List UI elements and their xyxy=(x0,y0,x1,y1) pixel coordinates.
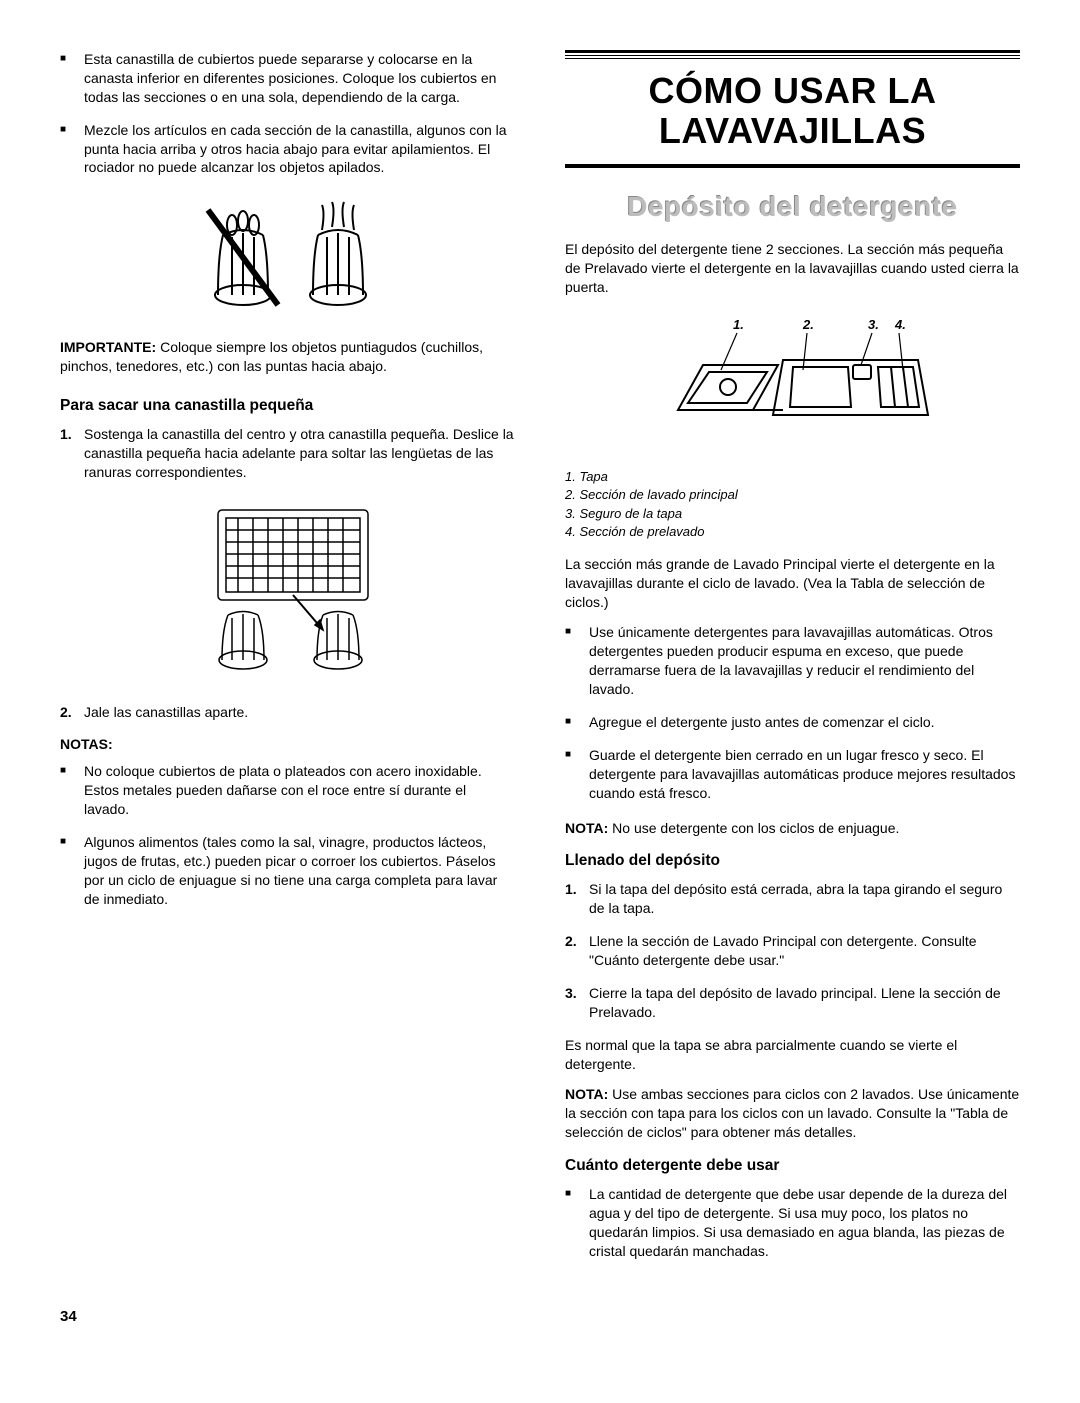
bullets-cuanto: La cantidad de detergente que debe usar … xyxy=(565,1185,1020,1261)
figure-legend: 1. Tapa 2. Sección de lavado principal 3… xyxy=(565,468,1020,541)
heading-sacar: Para sacar una canastilla pequeña xyxy=(60,396,515,417)
legend-item: 4. Sección de prelavado xyxy=(565,523,1020,541)
legend-item: 1. Tapa xyxy=(565,468,1020,486)
nota-label: NOTA: xyxy=(565,820,608,836)
heading-cuanto: Cuánto detergente debe usar xyxy=(565,1156,1020,1177)
bullet-item: Guarde el detergente bien cerrado en un … xyxy=(565,746,1020,803)
fig-num-4: 4. xyxy=(894,317,906,332)
para-normal: Es normal que la tapa se abra parcialmen… xyxy=(565,1036,1020,1074)
nota-label: NOTA: xyxy=(565,1086,608,1102)
main-title-line1: CÓMO USAR LA xyxy=(565,71,1020,111)
heading-llenado: Llenado del depósito xyxy=(565,851,1020,872)
utensil-figure xyxy=(60,195,515,320)
bullet-item: Agregue el detergente justo antes de com… xyxy=(565,713,1020,732)
legend-item: 3. Seguro de la tapa xyxy=(565,505,1020,523)
mid-bullets: Use únicamente detergentes para lavavaji… xyxy=(565,623,1020,802)
para-seccion-grande: La sección más grande de Lavado Principa… xyxy=(565,555,1020,612)
bullet-item: La cantidad de detergente que debe usar … xyxy=(565,1185,1020,1261)
top-rule xyxy=(565,50,1020,53)
importante-note: IMPORTANTE: Coloque siempre los objetos … xyxy=(60,338,515,376)
step-item: Si la tapa del depósito está cerrada, ab… xyxy=(565,880,1020,918)
legend-item: 2. Sección de lavado principal xyxy=(565,486,1020,504)
basket-remove-icon xyxy=(178,500,398,680)
utensil-basket-icon xyxy=(188,195,388,315)
main-title-line2: LAVAVAJILLAS xyxy=(565,111,1020,151)
bullet-item: Esta canastilla de cubiertos puede separ… xyxy=(60,50,515,107)
top-bullet-list: Esta canastilla de cubiertos puede separ… xyxy=(60,50,515,177)
nota-1: NOTA: No use detergente con los ciclos d… xyxy=(565,819,1020,838)
bullet-item: No coloque cubiertos de plata o plateado… xyxy=(60,762,515,819)
step-item: Llene la sección de Lavado Principal con… xyxy=(565,932,1020,970)
nota-text: Use ambas secciones para ciclos con 2 la… xyxy=(565,1086,1019,1140)
nota-2: NOTA: Use ambas secciones para ciclos co… xyxy=(565,1085,1020,1142)
steps-llenado: Si la tapa del depósito está cerrada, ab… xyxy=(565,880,1020,1021)
bullet-item: Use únicamente detergentes para lavavaji… xyxy=(565,623,1020,699)
notas-bullets: No coloque cubiertos de plata o plateado… xyxy=(60,762,515,908)
step-item: Cierre la tapa del depósito de lavado pr… xyxy=(565,984,1020,1022)
section-subtitle: Depósito del detergente xyxy=(565,188,1020,226)
dispenser-figure: 1. 2. 3. 4. xyxy=(565,315,1020,450)
step-item: Sostenga la canastilla del centro y otra… xyxy=(60,425,515,482)
fig-num-1: 1. xyxy=(733,317,744,332)
step-item: Jale las canastillas aparte. xyxy=(60,703,515,722)
steps-sacar-cont: Jale las canastillas aparte. xyxy=(60,703,515,722)
bullet-item: Algunos alimentos (tales como la sal, vi… xyxy=(60,833,515,909)
nota-text: No use detergente con los ciclos de enju… xyxy=(608,820,899,836)
basket-remove-figure xyxy=(60,500,515,685)
bullet-item: Mezcle los artículos en cada sección de … xyxy=(60,121,515,178)
main-title-box: CÓMO USAR LA LAVAVAJILLAS xyxy=(565,55,1020,168)
two-column-layout: Esta canastilla de cubiertos puede separ… xyxy=(60,50,1020,1277)
dispenser-icon: 1. 2. 3. 4. xyxy=(643,315,943,445)
left-column: Esta canastilla de cubiertos puede separ… xyxy=(60,50,515,1277)
right-column: CÓMO USAR LA LAVAVAJILLAS Depósito del d… xyxy=(565,50,1020,1277)
fig-num-3: 3. xyxy=(868,317,879,332)
intro-paragraph: El depósito del detergente tiene 2 secci… xyxy=(565,240,1020,297)
notas-label: NOTAS: xyxy=(60,735,515,754)
importante-label: IMPORTANTE: xyxy=(60,339,156,355)
page-number: 34 xyxy=(60,1307,1020,1327)
fig-num-2: 2. xyxy=(802,317,814,332)
steps-sacar: Sostenga la canastilla del centro y otra… xyxy=(60,425,515,482)
